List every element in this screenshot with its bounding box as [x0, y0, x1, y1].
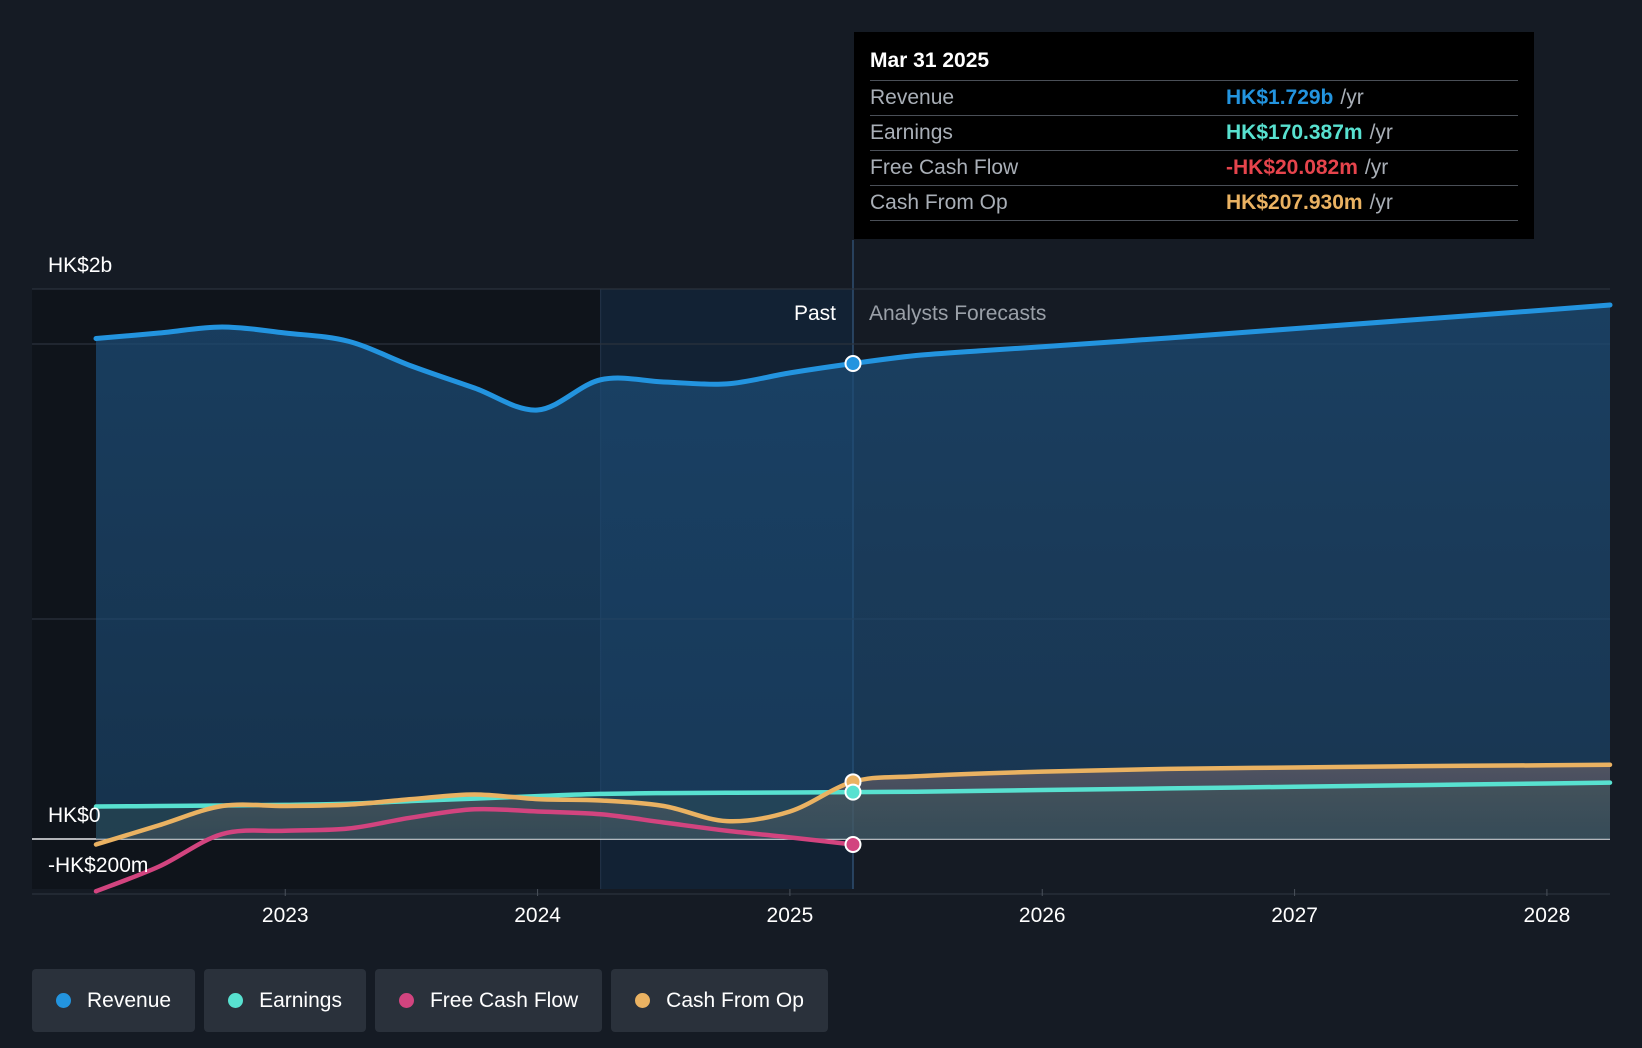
tooltip-unit: /yr	[1369, 191, 1393, 214]
y-label-bottom: -HK$200m	[48, 854, 148, 877]
x-tick-label: 2023	[262, 904, 309, 927]
free-cash-flow-line	[93, 806, 856, 894]
tooltip-label: Cash From Op	[870, 191, 1008, 214]
x-tick-label: 2025	[767, 904, 814, 927]
revenue-point	[844, 355, 862, 373]
legend-item-revenue[interactable]: Revenue	[32, 969, 196, 1032]
tooltip-row-revenue: Revenue HK$1.729b /yr	[870, 80, 1518, 115]
legend-item-earnings[interactable]: Earnings	[204, 969, 366, 1032]
legend-label: Cash From Op	[666, 988, 804, 1012]
x-tick-label: 2026	[1019, 904, 1066, 927]
legend-item-free-cash-flow[interactable]: Free Cash Flow	[374, 969, 603, 1032]
legend-dot-icon	[635, 993, 651, 1008]
free-cash-flow-point	[844, 836, 862, 854]
earnings-point	[844, 783, 862, 801]
tooltip: Mar 31 2025 Revenue HK$1.729b /yr Earnin…	[854, 32, 1534, 239]
tooltip-row-free-cash-flow: Free Cash Flow -HK$20.082m /yr	[870, 150, 1518, 185]
tooltip-unit: /yr	[1364, 156, 1389, 179]
tooltip-label: Revenue	[870, 86, 955, 109]
legend-dot-icon	[228, 993, 244, 1008]
tooltip-label: Free Cash Flow	[870, 156, 1019, 179]
tooltip-row-cash-from-op: Cash From Op HK$207.930m /yr	[870, 185, 1518, 221]
tooltip-value: -HK$20.082m	[1226, 156, 1358, 179]
legend: Revenue Earnings Free Cash Flow Cash Fro…	[32, 969, 828, 1032]
earnings-area	[96, 782, 1610, 839]
legend-dot-icon	[56, 993, 71, 1008]
cash-from-op-area	[96, 764, 1610, 845]
financials-chart: HK$2b HK$0 -HK$200m Past Analysts Foreca…	[32, 240, 1613, 927]
legend-item-cash-from-op[interactable]: Cash From Op	[611, 969, 828, 1032]
tooltip-label: Earnings	[870, 121, 953, 144]
legend-label: Earnings	[259, 988, 342, 1012]
y-label-zero: HK$0	[48, 804, 101, 827]
revenue-line	[93, 302, 1613, 413]
x-tick-label: 2028	[1524, 904, 1571, 927]
cash-from-op-line	[93, 762, 1613, 847]
tooltip-value: HK$207.930m	[1226, 191, 1363, 214]
tooltip-unit: /yr	[1369, 121, 1393, 144]
legend-dot-icon	[398, 993, 414, 1008]
past-label: Past	[794, 302, 836, 325]
tooltip-value: HK$170.387m	[1226, 121, 1363, 144]
tooltip-value: HK$1.729b	[1226, 86, 1334, 109]
legend-label: Free Cash Flow	[429, 988, 579, 1012]
tooltip-row-earnings: Earnings HK$170.387m /yr	[870, 115, 1518, 150]
y-label-top: HK$2b	[48, 254, 112, 277]
forecast-label: Analysts Forecasts	[869, 302, 1046, 325]
tooltip-date: Mar 31 2025	[870, 49, 990, 72]
x-tick-label: 2024	[514, 904, 561, 927]
x-tick-label: 2027	[1271, 904, 1318, 927]
legend-label: Revenue	[87, 988, 172, 1012]
tooltip-unit: /yr	[1340, 86, 1364, 109]
revenue-area	[96, 304, 1610, 839]
